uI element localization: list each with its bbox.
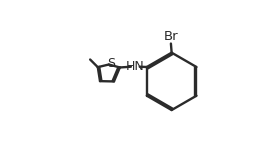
- Text: HN: HN: [126, 60, 145, 73]
- Text: S: S: [107, 57, 115, 70]
- Text: Br: Br: [164, 30, 178, 43]
